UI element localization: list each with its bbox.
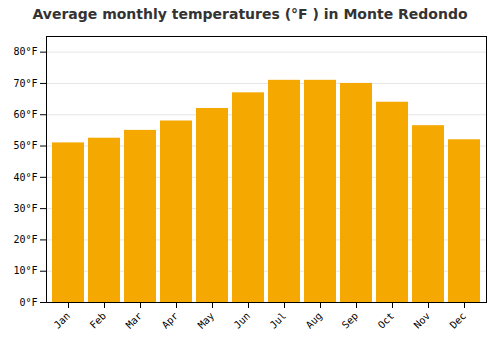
- svg-text:Jul: Jul: [268, 310, 289, 331]
- svg-text:Mar: Mar: [124, 310, 145, 331]
- svg-text:Jan: Jan: [52, 310, 73, 331]
- svg-text:50°F: 50°F: [13, 140, 37, 151]
- svg-text:Jun: Jun: [232, 310, 253, 331]
- svg-text:Dec: Dec: [448, 310, 469, 331]
- svg-text:30°F: 30°F: [13, 203, 37, 214]
- svg-text:May: May: [196, 310, 217, 331]
- svg-text:Oct: Oct: [376, 310, 397, 331]
- html-text:Average monthly temperatures (: Average monthly temperatures (°F ) in Mo…: [32, 6, 468, 22]
- svg-text:Apr: Apr: [160, 310, 181, 331]
- svg-text:Sep: Sep: [340, 310, 361, 331]
- svg-text:40°F: 40°F: [13, 172, 37, 183]
- svg-text:Feb: Feb: [88, 310, 109, 331]
- svg-text:70°F: 70°F: [13, 78, 37, 89]
- svg-text:0°F: 0°F: [19, 297, 37, 308]
- svg-text:20°F: 20°F: [13, 234, 37, 245]
- svg-text:80°F: 80°F: [13, 46, 37, 57]
- svg-text:Nov: Nov: [412, 310, 433, 331]
- svg-text:Aug: Aug: [304, 310, 325, 331]
- svg-text:10°F: 10°F: [13, 265, 37, 276]
- svg-text:60°F: 60°F: [13, 109, 37, 120]
